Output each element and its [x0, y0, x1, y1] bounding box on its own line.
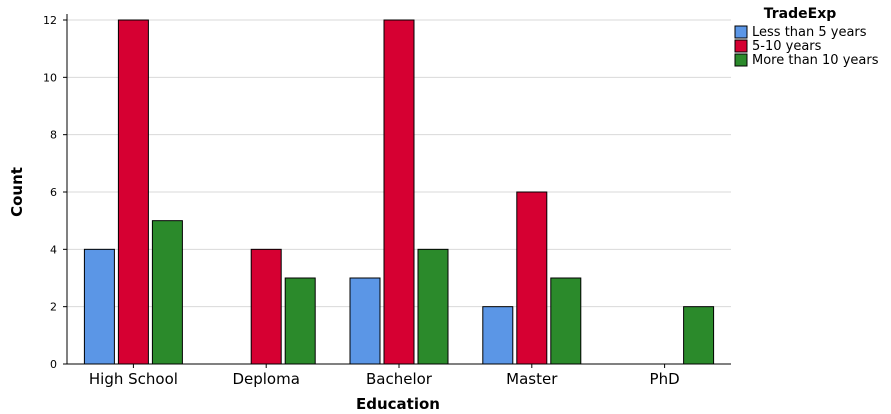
legend-swatch	[734, 53, 748, 67]
legend-swatch	[734, 25, 748, 39]
bar	[516, 191, 548, 365]
bar	[383, 19, 415, 365]
x-tick-label: Deploma	[232, 370, 299, 388]
y-tick-label: 2	[50, 301, 57, 314]
x-tick-label: Bachelor	[366, 370, 433, 388]
y-tick-label: 4	[50, 243, 57, 256]
legend-label: 5-10 years	[752, 39, 822, 54]
bar	[284, 277, 316, 365]
bar	[417, 248, 449, 365]
legend-label: More than 10 years	[752, 53, 879, 68]
bar	[83, 248, 115, 365]
legend-label: Less than 5 years	[752, 25, 867, 40]
x-tick-label: PhD	[650, 370, 680, 388]
bar	[349, 277, 381, 365]
y-tick-label: 8	[50, 129, 57, 142]
y-axis-title: Count	[8, 167, 26, 217]
x-tick-label: High School	[89, 370, 178, 388]
bar	[550, 277, 582, 365]
bar	[151, 220, 183, 365]
y-tick-label: 0	[50, 358, 57, 371]
bars	[83, 19, 715, 365]
y-axis-ticks: 0 2 4 6 8 10 12	[43, 14, 67, 371]
bar	[117, 19, 149, 365]
y-tick-label: 10	[43, 71, 57, 84]
bar	[683, 306, 715, 365]
y-tick-label: 12	[43, 14, 57, 27]
y-tick-label: 6	[50, 186, 57, 199]
legend-swatch	[734, 39, 748, 53]
bar	[482, 306, 514, 365]
bar	[250, 248, 282, 365]
x-axis-title: Education	[356, 395, 440, 413]
x-tick-label: Master	[506, 370, 558, 388]
x-axis-ticks: High School Deploma Bachelor Master PhD	[89, 364, 680, 388]
legend-title: TradeExp	[764, 6, 837, 22]
